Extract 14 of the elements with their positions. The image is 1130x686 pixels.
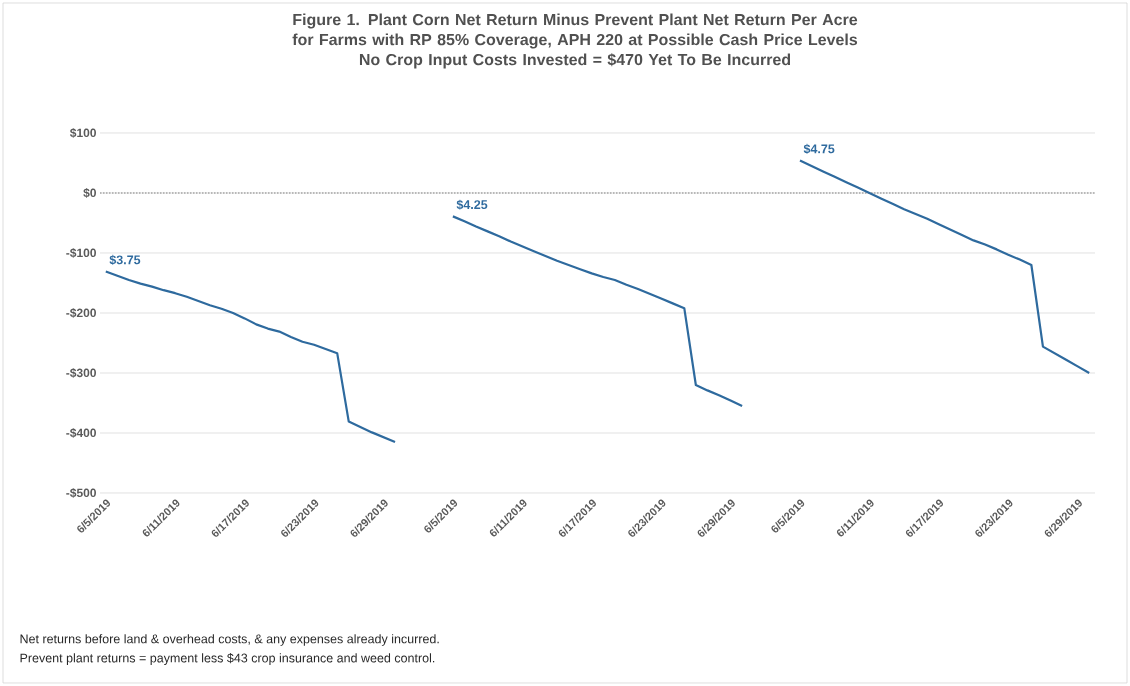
y-tick-label: -$300	[66, 368, 96, 378]
y-tick-label: -$400	[66, 428, 96, 438]
series-label: $4.25	[456, 199, 488, 210]
y-tick-label: $0	[83, 188, 96, 198]
series-label: $3.75	[109, 254, 141, 266]
y-tick-label: -$200	[66, 308, 96, 318]
series-label: $4.75	[803, 143, 835, 155]
y-tick-label: -$500	[66, 488, 96, 498]
chart-title: Figure 1. Plant Corn Net Return Minus Prevent Plant Net Return Per Acre for Farms with RP 85% Coverage, APH 220 at Possible Cash Price Levels	[292, 13, 858, 49]
y-tick-label: -$100	[66, 248, 96, 258]
y-tick-label: $100	[69, 128, 96, 138]
chart-subtitle: No Crop Input Costs Invested = $470 Yet To Be Incurred	[359, 53, 791, 69]
text: Prevent plant returns = payment less $43 crop insurance and weed control.	[20, 653, 435, 665]
text: Net returns before land & overhead costs, & any expenses already incurred.	[20, 634, 439, 646]
